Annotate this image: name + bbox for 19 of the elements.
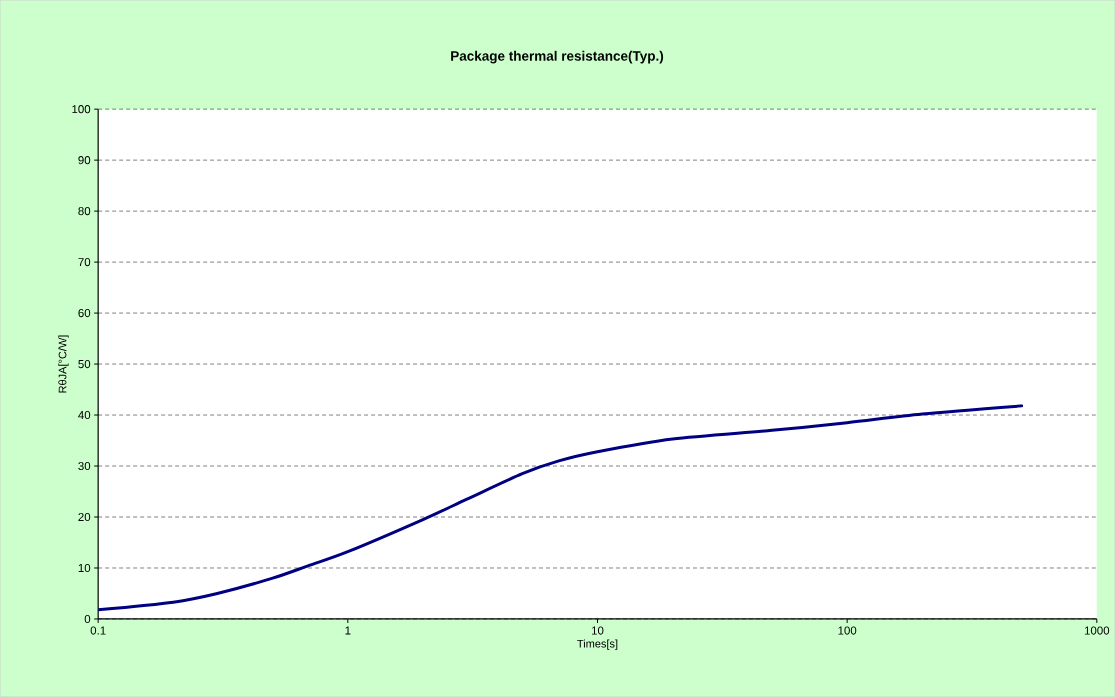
x-tick-label: 1 [345, 626, 351, 635]
x-axis-title: Times[s] [577, 639, 618, 650]
y-tick-label: 70 [78, 257, 91, 267]
y-tick-label: 20 [78, 512, 91, 522]
y-tick-label: 30 [78, 461, 91, 471]
chart-title: Package thermal resistance(Typ.) [451, 50, 664, 64]
y-tick-label: 90 [78, 156, 91, 165]
x-tick-label: 0.1 [90, 626, 106, 635]
x-tick-label: 100 [838, 626, 857, 635]
y-tick-label: 50 [78, 359, 91, 369]
x-tick-label: 1000 [1084, 626, 1110, 635]
y-tick-label: 0 [84, 614, 91, 623]
y-tick-label: 40 [78, 410, 91, 420]
y-axis-title: RθJA[°C/W] [58, 335, 69, 393]
y-tick-label: 10 [78, 563, 91, 572]
y-tick-label: 100 [72, 105, 91, 114]
y-tick-label: 80 [78, 206, 91, 216]
y-tick-label: 60 [78, 308, 91, 318]
x-tick-label: 10 [591, 626, 604, 635]
